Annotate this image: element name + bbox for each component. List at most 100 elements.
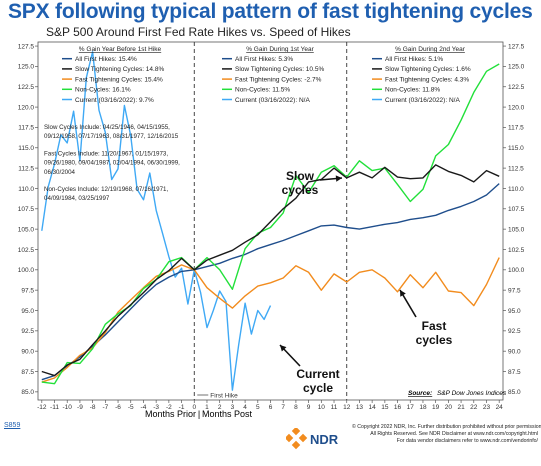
- x-tick-label: -8: [90, 404, 96, 411]
- reference-lines: First Hike: [193, 42, 348, 400]
- y-tick-label-left: 92.5: [21, 328, 34, 335]
- series-line-slow: [41, 164, 500, 377]
- cycle-note-line: Fast Cycles Include: 11/20/1967, 01/15/1…: [44, 150, 168, 157]
- y-tick-label-left: 95.0: [21, 308, 34, 315]
- legend-entry: Fast Tightening Cycles: -2.7%: [235, 76, 322, 83]
- x-tick-label: 8: [294, 404, 298, 411]
- x-tick-label: 7: [281, 404, 285, 411]
- y-tick-label-right: 117.5: [508, 125, 524, 132]
- x-tick-label: -4: [141, 404, 147, 411]
- legend-entry: Slow Tightening Cycles: 1.6%: [385, 66, 471, 73]
- y-tick-label-left: 115.0: [18, 145, 34, 152]
- legend-entry: Non-Cycles: 11.5%: [235, 87, 290, 94]
- x-tick-label: 18: [419, 404, 427, 411]
- y-axis-right: 85.0 87.5 90.0 92.5 95.0 97.5 100.0 102.5 105.0 1…: [503, 43, 525, 396]
- x-tick-label: 6: [269, 404, 273, 411]
- cycle-note-line: Non-Cycles Include: 12/19/1968, 07/16/19…: [44, 186, 168, 193]
- y-tick-label-left: 120.0: [18, 104, 35, 111]
- legend-entry: Current (03/16/2022): N/A: [385, 97, 460, 104]
- copyright-notice: © Copyright 2022 NDR, Inc. Further distr…: [352, 424, 541, 445]
- y-tick-label-right: 90.0: [508, 348, 521, 355]
- cycle-note-line: 09/12/1958, 07/17/1963, 08/31/1977, 12/1…: [44, 133, 179, 140]
- legend-panel: % Gain During 2nd Year All First Hikes: 5…: [372, 46, 471, 104]
- legend-entry: All First Hikes: 5.3%: [235, 56, 293, 63]
- first-hike-label: First Hike: [210, 393, 238, 400]
- y-tick-label-right: 112.5: [508, 165, 524, 172]
- ndr-diamond-icon: [286, 428, 308, 450]
- y-tick-label-left: 110.0: [18, 186, 34, 193]
- x-tick-label: 1: [205, 404, 209, 411]
- x-tick-label: -2: [166, 404, 172, 411]
- y-tick-label-right: 87.5: [508, 369, 521, 376]
- y-tick-label-right: 102.5: [508, 247, 525, 254]
- y-tick-label-right: 127.5: [508, 43, 525, 50]
- chart-code[interactable]: S859: [4, 422, 21, 429]
- y-tick-label-left: 112.5: [18, 165, 34, 172]
- source-label: Source:: [408, 390, 432, 397]
- legend-entry: Slow Tightening Cycles: 14.8%: [75, 66, 164, 73]
- y-tick-label-left: 127.5: [18, 43, 35, 50]
- x-tick-label: 5: [256, 404, 260, 411]
- series-line-noncycles: [41, 63, 500, 385]
- y-tick-label-left: 102.5: [18, 247, 35, 254]
- headline: SPX following typical pattern of fast ti…: [8, 0, 533, 23]
- cycle-notes: Slow Cycles Include: 04/25/1946, 04/15/1…: [44, 124, 180, 202]
- x-tick-label: 24: [496, 404, 504, 411]
- legend-panel: % Gain During 1st Year All First Hikes: 5…: [222, 46, 324, 104]
- slow-cycles-label: Slow: [286, 169, 315, 183]
- x-axis: -12 -11 -10 -9 -8 -7 -6 -5 -4 -3 -2 -1 0 1 2 3 4 5 6 7 8 9 10 1…: [37, 400, 503, 411]
- y-tick-label-right: 85.0: [508, 389, 521, 396]
- cycle-note-line: 06/30/2004: [44, 169, 76, 176]
- x-tick-label: 0: [192, 404, 196, 411]
- x-tick-label: -9: [77, 404, 83, 411]
- x-tick-label: 21: [457, 404, 465, 411]
- copyright-line[interactable]: For data vendor disclaimers refer to www…: [396, 438, 538, 444]
- y-tick-label-left: 85.0: [21, 389, 34, 396]
- x-tick-label: 20: [445, 404, 453, 411]
- x-tick-label: -12: [37, 404, 47, 411]
- x-tick-label: 22: [470, 404, 478, 411]
- y-tick-label-left: 105.0: [18, 226, 35, 233]
- y-tick-label-right: 107.5: [508, 206, 525, 213]
- slow-cycles-arrow-head: [335, 175, 342, 182]
- fast-cycles-label: Fast: [422, 319, 447, 333]
- legend-entry: Current (03/16/2022): 9.7%: [75, 97, 154, 104]
- ndr-logo-text: NDR: [310, 432, 339, 447]
- y-tick-label-right: 115.0: [508, 145, 524, 152]
- chart-title: S&P 500 Around First Fed Rate Hikes vs. …: [46, 25, 351, 39]
- cycle-note-line: 04/09/1984, 03/25/1997: [44, 195, 110, 202]
- legend-entry: All First Hikes: 5.1%: [385, 56, 443, 63]
- legend-heading: % Gain Year Before 1st Hike: [79, 46, 162, 53]
- x-tick-label: -3: [153, 404, 159, 411]
- x-axis-label-divider: |: [198, 409, 200, 419]
- current-cycle-label: cycle: [303, 381, 333, 395]
- copyright-line: © Copyright 2022 NDR, Inc. Further distr…: [352, 424, 541, 430]
- slow-cycles-label: cycles: [282, 183, 319, 197]
- legend-entry: Fast Tightening Cycles: 4.3%: [385, 76, 469, 83]
- legend-entry: Non-Cycles: 11.8%: [385, 87, 440, 94]
- copyright-line[interactable]: All Rights Reserved. See NDR Disclaimer …: [370, 431, 538, 437]
- legend-entry: Fast Tightening Cycles: 15.4%: [75, 76, 163, 83]
- current-cycle-arrow-head: [280, 345, 287, 352]
- y-tick-label-left: 122.5: [18, 84, 35, 91]
- y-tick-label-right: 95.0: [508, 308, 521, 315]
- x-tick-label: 9: [307, 404, 311, 411]
- y-tick-label-left: 90.0: [21, 348, 34, 355]
- x-tick-label: -6: [115, 404, 121, 411]
- legend-heading: % Gain During 1st Year: [246, 46, 314, 53]
- y-tick-label-right: 97.5: [508, 287, 521, 294]
- y-tick-label-left: 125.0: [18, 64, 35, 71]
- x-axis-label-right: Months Post: [202, 409, 253, 419]
- x-tick-label: 12: [343, 404, 351, 411]
- series-lines: [41, 51, 500, 391]
- fast-cycles-label: cycles: [416, 333, 453, 347]
- y-tick-label-left: 97.5: [21, 287, 34, 294]
- x-tick-label: 13: [356, 404, 364, 411]
- chart-area: 85.0 87.5 90.0 92.5 95.0 97.5 100.0 102.5 105.0 1…: [18, 41, 525, 419]
- series-line-fast: [41, 257, 500, 383]
- legend-panel: % Gain Year Before 1st Hike All First Hik…: [62, 46, 164, 104]
- cycle-note-line: 09/26/1980, 09/04/1987, 02/04/1994, 06/3…: [44, 160, 180, 167]
- x-tick-label: -5: [128, 404, 134, 411]
